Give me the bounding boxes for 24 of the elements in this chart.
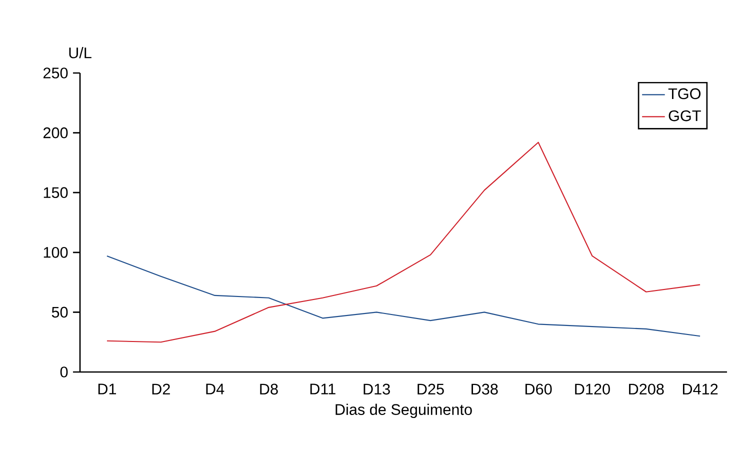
line-series xyxy=(106,142,701,343)
x-axis-title: Dias de Seguimento xyxy=(336,404,472,418)
x-tick-label: D8 xyxy=(260,384,278,395)
y-tick-label: 250 xyxy=(43,68,68,78)
x-tick-label: D11 xyxy=(310,384,336,394)
x-tick-label: D412 xyxy=(682,384,718,394)
y-tick-label: 200 xyxy=(43,127,68,138)
y-tick-label: 150 xyxy=(44,187,68,198)
x-tick-label: D4 xyxy=(206,384,224,394)
x-tick-label: D1 xyxy=(98,384,116,394)
x-tick-label: D60 xyxy=(525,384,552,395)
legend-label: TGO xyxy=(668,88,701,100)
x-tick-label: D25 xyxy=(418,384,444,395)
y-tick-label: 100 xyxy=(44,246,68,258)
legend-label: GGT xyxy=(668,110,701,122)
x-tick-label: D208 xyxy=(629,384,664,395)
y-tick-label: 0 xyxy=(60,366,68,378)
y-axis-title: U/L xyxy=(69,47,92,58)
line-series xyxy=(106,255,701,337)
x-tick-label: D2 xyxy=(152,384,170,394)
y-tick-label: 50 xyxy=(52,306,68,318)
x-tick-label: D13 xyxy=(364,384,390,395)
x-tick-label: D120 xyxy=(575,384,610,395)
x-tick-label: D38 xyxy=(472,384,498,395)
